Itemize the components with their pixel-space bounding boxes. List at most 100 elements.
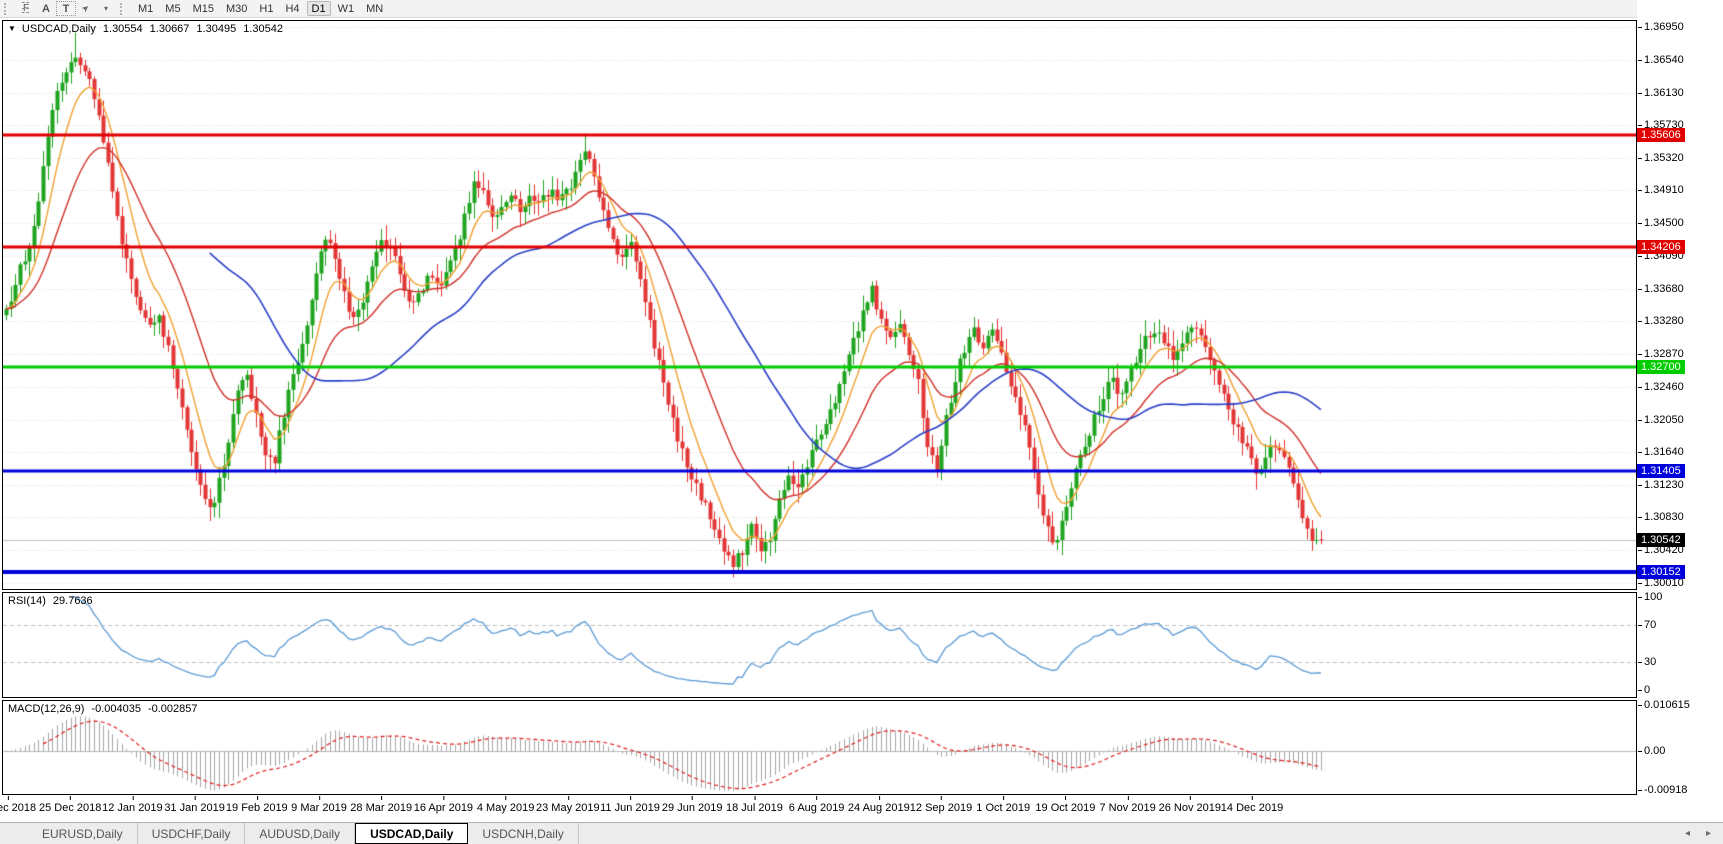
price-tag: 1.30542 xyxy=(1637,533,1685,548)
timeframe-button[interactable]: M15 xyxy=(188,1,219,16)
drawing-tool-icon: ➤ xyxy=(79,1,92,15)
date-axis-label: 23 May 2019 xyxy=(535,796,600,814)
chart-tab[interactable]: USDCAD,Daily xyxy=(355,823,469,844)
price-axis-label: 1.33680 xyxy=(1638,282,1684,295)
price-axis-label: 1.36540 xyxy=(1638,53,1684,66)
tabs-scroll-left-icon[interactable]: ◂ xyxy=(1684,828,1690,839)
date-axis-label: 7 Nov 2019 xyxy=(1099,796,1156,814)
timeframe-button[interactable]: M5 xyxy=(160,1,185,16)
macd-signal-value: -0.002857 xyxy=(147,703,198,715)
toolbar-grip[interactable] xyxy=(4,2,10,15)
macd-axis-label: 0.010615 xyxy=(1638,699,1690,711)
ohlc-close: 1.30542 xyxy=(243,23,283,35)
drawing-tool-button[interactable]: ➤ xyxy=(76,1,96,16)
price-tag: 1.35606 xyxy=(1637,127,1685,142)
date-axis-label: 6 Dec 2018 xyxy=(0,796,36,814)
date-axis-label: 12 Sep 2019 xyxy=(909,796,973,814)
drawing-tool-button[interactable]: T xyxy=(56,1,76,16)
date-axis-label: 19 Oct 2019 xyxy=(1035,796,1096,814)
price-tag: 1.31405 xyxy=(1637,464,1685,479)
date-axis-label: 28 Mar 2019 xyxy=(350,796,413,814)
price-axis-label: 1.34910 xyxy=(1638,184,1684,197)
time-axis: 6 Dec 2018 25 Dec 2018 12 Jan 2019 31 Ja… xyxy=(0,795,1637,822)
date-axis-label: 29 Jun 2019 xyxy=(661,796,723,814)
price-axis-label: 1.32870 xyxy=(1638,347,1684,360)
date-axis-label: 25 Dec 2018 xyxy=(38,796,102,814)
macd-indicator-name: MACD(12,26,9) xyxy=(8,703,85,715)
drawing-tool-button[interactable]: A xyxy=(36,1,56,16)
chart-tab[interactable]: USDCNH,Daily xyxy=(468,823,579,844)
price-tag: 1.34206 xyxy=(1637,239,1685,254)
drawing-tool-icon: T xyxy=(62,2,70,15)
collapse-icon[interactable]: ▼ xyxy=(8,24,16,33)
chart-tabs-bar: EURUSD,Daily USDCHF,Daily AUDUSD,Daily U… xyxy=(0,822,1723,844)
toolbar-grip[interactable] xyxy=(120,2,126,15)
toolbar: F A T ➤ ▾ M1 M5 xyxy=(0,0,1723,18)
price-axis-label: 1.34500 xyxy=(1638,217,1684,230)
price-axis-label: 1.30830 xyxy=(1638,511,1684,524)
price-chart-canvas[interactable] xyxy=(3,21,1636,589)
rsi-axis-label: 30 xyxy=(1637,656,1657,669)
timeframe-button[interactable]: M30 xyxy=(221,1,252,16)
price-axis-label: 1.36950 xyxy=(1638,21,1684,33)
rsi-canvas[interactable] xyxy=(3,593,1636,697)
arrow-tools-dropdown-button[interactable]: ▾ xyxy=(96,1,116,16)
date-axis-label: 24 Aug 2019 xyxy=(847,796,910,814)
price-axis-label: 1.33280 xyxy=(1638,315,1684,328)
date-axis-label: 19 Feb 2019 xyxy=(225,796,288,814)
tab-scroll-controls: ◂ ▸ xyxy=(1685,828,1711,839)
drawing-tool-icon: F xyxy=(22,3,30,14)
price-axis-label: 1.32460 xyxy=(1638,380,1684,393)
date-axis-label: 16 Apr 2019 xyxy=(413,796,474,814)
chart-symbol-label: USDCAD,Daily xyxy=(21,23,96,35)
date-axis-label: 9 Mar 2019 xyxy=(291,796,347,814)
chart-tab[interactable]: USDCHF,Daily xyxy=(138,823,246,844)
chart-tab[interactable]: EURUSD,Daily xyxy=(28,823,138,844)
macd-axis-label: 0.00 xyxy=(1637,744,1666,757)
timeframe-group: M1 M5 M15 M30 H1 H4 D1 W1 MN xyxy=(132,0,389,17)
macd-label: MACD(12,26,9) -0.004035 -0.002857 xyxy=(8,703,198,715)
drawing-tool-button[interactable]: F xyxy=(16,1,36,16)
main-chart-panel: ▼ USDCAD,Daily 1.30554 1.30667 1.30495 1… xyxy=(2,20,1637,590)
date-axis-label: 4 May 2019 xyxy=(476,796,535,814)
date-axis-label: 1 Oct 2019 xyxy=(976,796,1031,814)
date-axis-label: 18 Jul 2019 xyxy=(725,796,783,814)
price-axis-label: 1.31640 xyxy=(1638,446,1684,459)
price-tag: 1.30152 xyxy=(1637,564,1685,579)
ohlc-open: 1.30554 xyxy=(102,23,143,35)
macd-canvas[interactable] xyxy=(3,701,1636,794)
price-axis-label: 1.32050 xyxy=(1638,413,1684,426)
timeframe-button[interactable]: D1 xyxy=(306,1,331,16)
timeframe-button[interactable]: W1 xyxy=(333,1,360,16)
drawing-tools-group: F A T ➤ xyxy=(16,0,96,17)
price-axis-label: 1.30010 xyxy=(1638,576,1684,589)
timeframe-button[interactable]: H4 xyxy=(280,1,304,16)
date-axis-label: 6 Aug 2019 xyxy=(788,796,845,814)
tabs-scroll-right-icon[interactable]: ▸ xyxy=(1705,828,1711,839)
timeframe-button[interactable]: H1 xyxy=(254,1,278,16)
macd-current-value: -0.004035 xyxy=(91,703,141,715)
rsi-axis-label: 70 xyxy=(1637,618,1657,631)
date-axis-label: 31 Jan 2019 xyxy=(164,796,225,814)
chart-tab[interactable]: AUDUSD,Daily xyxy=(245,823,356,844)
timeframe-button[interactable]: MN xyxy=(361,1,388,16)
drawing-tool-icon: A xyxy=(42,2,50,15)
rsi-panel: RSI(14) 29.7636 xyxy=(2,592,1637,698)
date-axis-label: 11 Jun 2019 xyxy=(600,796,660,814)
chart-tabs: EURUSD,Daily USDCHF,Daily AUDUSD,Daily U… xyxy=(28,823,579,844)
chart-title: ▼ USDCAD,Daily 1.30554 1.30667 1.30495 1… xyxy=(8,23,283,35)
rsi-indicator-name: RSI(14) xyxy=(8,595,46,607)
price-tag: 1.32700 xyxy=(1637,360,1685,375)
chevron-down-icon: ▾ xyxy=(103,4,108,13)
date-axis-label: 14 Dec 2019 xyxy=(1220,796,1284,814)
price-axis-label: 1.31230 xyxy=(1638,479,1684,492)
macd-axis-label: -0.00918 xyxy=(1637,783,1688,796)
ohlc-low: 1.30495 xyxy=(196,23,237,35)
macd-panel: MACD(12,26,9) -0.004035 -0.002857 xyxy=(2,700,1637,795)
price-axis-label: 1.35320 xyxy=(1638,151,1684,164)
rsi-axis-label: 0 xyxy=(1637,684,1651,696)
timeframe-button[interactable]: M1 xyxy=(133,1,158,16)
ohlc-high: 1.30667 xyxy=(149,23,190,35)
rsi-label: RSI(14) 29.7636 xyxy=(8,595,93,607)
